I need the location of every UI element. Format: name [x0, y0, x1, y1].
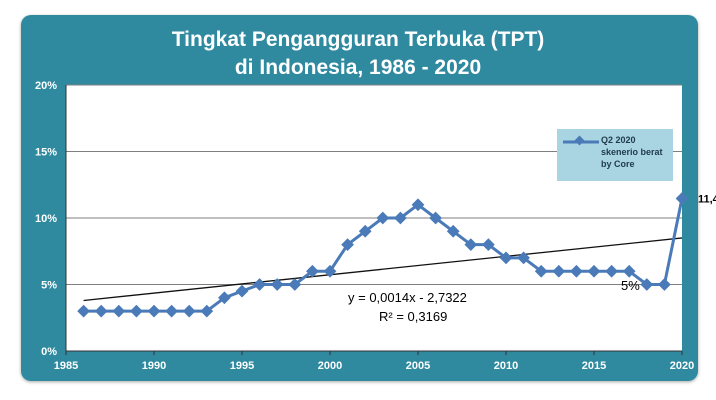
x-tick-label: 2020 [670, 360, 694, 372]
data-point [482, 238, 495, 251]
y-tick-label: 20% [35, 80, 57, 92]
data-point [341, 238, 354, 251]
data-point [411, 198, 425, 212]
legend-label: Q2 2020 skenerio berat by Core [601, 135, 663, 169]
trend-equation: y = 0,0014x - 2,7322 [348, 290, 467, 305]
data-point [165, 304, 178, 318]
y-tick-label: 0% [41, 346, 57, 358]
y-tick-label: 10% [35, 213, 57, 225]
x-tick-label: 1995 [230, 360, 254, 372]
legend-swatch [563, 135, 599, 146]
x-tick-label: 2005 [406, 360, 430, 372]
x-tick-label: 2015 [582, 360, 606, 372]
data-point [323, 264, 337, 278]
data-point [270, 278, 284, 291]
data-point [147, 304, 161, 318]
x-tick-label: 2010 [494, 360, 518, 372]
x-tick-label: 1990 [142, 360, 166, 372]
data-point [446, 224, 460, 238]
data-point [288, 278, 302, 291]
chart-title: Tingkat Pengangguran Terbuka (TPT) di In… [0, 26, 716, 82]
y-tick-label: 15% [35, 147, 57, 159]
last-value-label: 11,47% [698, 193, 716, 205]
data-point [358, 224, 372, 238]
trend-r-squared: R² = 0,3169 [379, 309, 447, 324]
y-tick-label: 5% [41, 280, 57, 292]
data-point [182, 304, 196, 318]
data-point [200, 304, 214, 318]
data-point [112, 304, 126, 318]
data-point [464, 238, 478, 251]
five-percent-label: 5% [621, 278, 640, 293]
data-point [218, 291, 231, 305]
title-line-1: Tingkat Pengangguran Terbuka (TPT) [171, 28, 545, 51]
legend: Q2 2020 skenerio berat by Core [557, 129, 673, 181]
data-point [94, 304, 108, 318]
data-point [499, 251, 513, 265]
data-point [235, 284, 249, 298]
x-tick-label: 1985 [54, 360, 78, 372]
x-tick-label: 2000 [318, 360, 342, 372]
title-line-2: di Indonesia, 1986 - 2020 [234, 56, 482, 79]
data-point [130, 304, 143, 318]
trendline [83, 237, 683, 302]
data-point [394, 211, 407, 225]
data-point [429, 211, 442, 225]
data-point [77, 304, 90, 318]
data-point [376, 211, 390, 225]
data-point [253, 278, 266, 291]
data-point [306, 264, 319, 278]
